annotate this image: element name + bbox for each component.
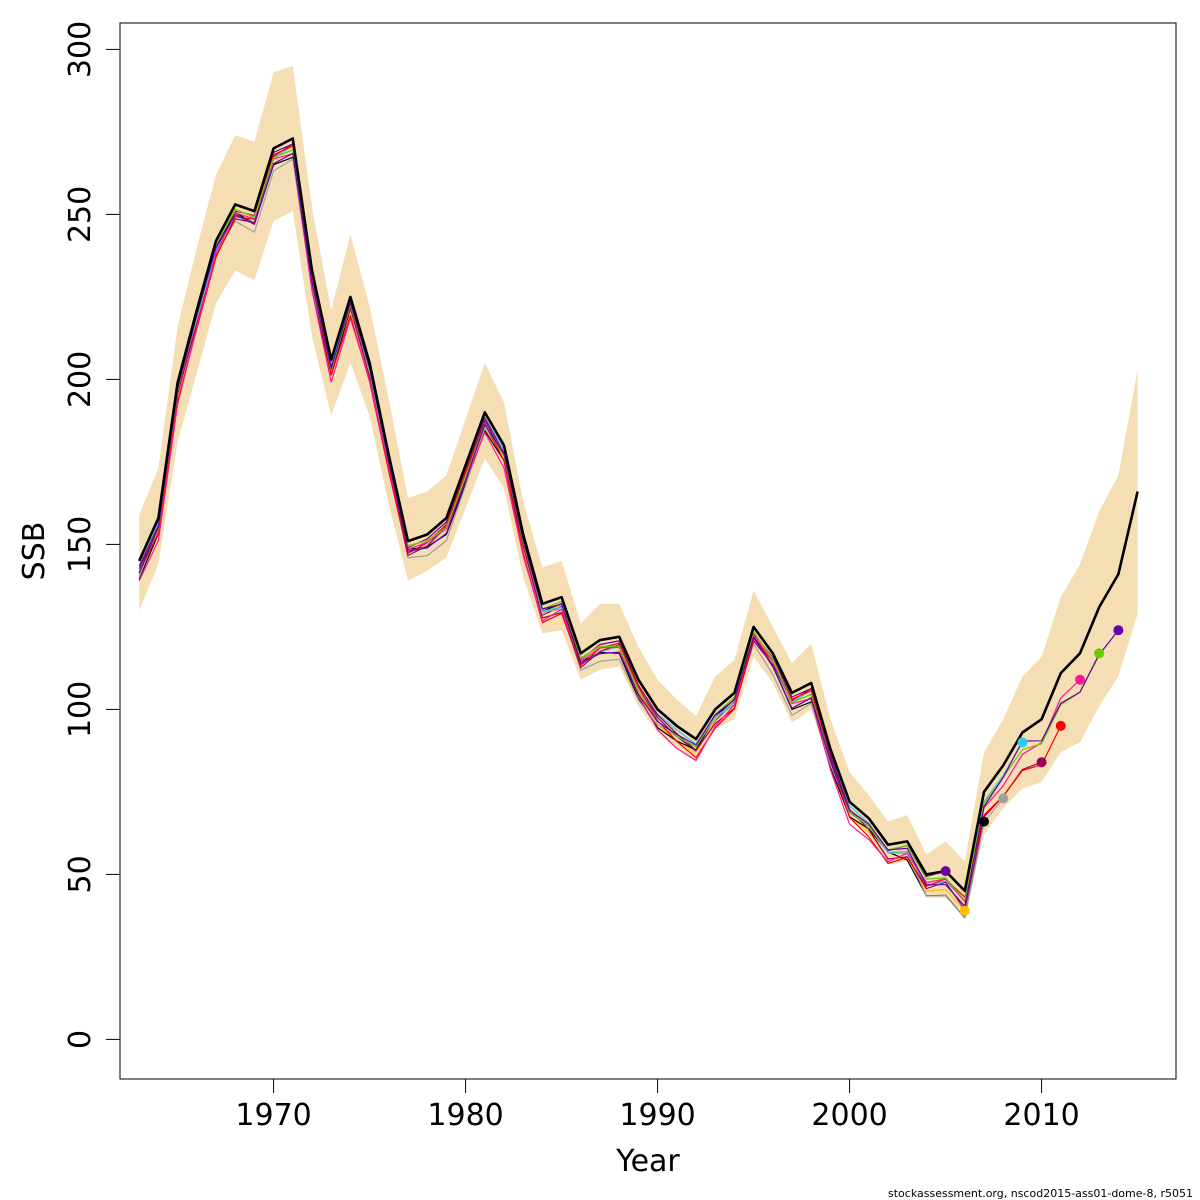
peel-line-2010 [138, 143, 1042, 911]
y-tick-label-150: 150 [63, 516, 98, 573]
y-tick-label-100: 100 [63, 681, 98, 738]
peel-endpoint-2010 [1036, 757, 1047, 768]
peel-endpoint-2007 [979, 816, 989, 827]
ssb-main-line [138, 137, 1139, 893]
retrospective-peels-layer [138, 143, 1119, 919]
peel-line-2011 [138, 145, 1062, 898]
x-tick-label-1990: 1990 [619, 1098, 695, 1133]
peel-endpoint-2008 [998, 793, 1009, 804]
peel-endpoint-2005 [940, 866, 951, 877]
y-tick-label-50: 50 [63, 855, 98, 893]
confidence-band-layer [139, 65, 1138, 914]
x-tick-label-1980: 1980 [427, 1098, 503, 1133]
peel-line-2012 [138, 153, 1081, 903]
peel-line-2006 [138, 149, 966, 912]
peel-line-2014 [138, 152, 1119, 907]
main-series-layer [138, 137, 1139, 893]
axes-layer: 1970 1980 1990 2000 2010 0 50 100 150 200 250 300 [63, 21, 1080, 1133]
peel-endpoints-layer [940, 625, 1124, 916]
y-tick-label-250: 250 [63, 186, 98, 243]
peel-endpoint-2011 [1055, 720, 1066, 731]
x-tick-label-2010: 2010 [1003, 1098, 1079, 1133]
y-tick-label-0: 0 [63, 1030, 98, 1049]
y-tick-label-200: 200 [63, 351, 98, 408]
x-tick-label-1970: 1970 [235, 1098, 311, 1133]
peel-endpoint-2009 [1017, 737, 1028, 748]
peel-line-2009 [138, 145, 1023, 902]
peel-line-2013 [138, 149, 1100, 902]
y-axis-title: SSB [17, 522, 52, 581]
peel-endpoint-2014 [1113, 625, 1124, 636]
peel-endpoint-2006 [959, 905, 970, 916]
confidence-band [139, 65, 1138, 914]
x-axis-title: Year [615, 1144, 680, 1179]
peel-endpoint-2013 [1094, 648, 1105, 659]
x-tick-label-2000: 2000 [811, 1098, 887, 1133]
y-tick-label-300: 300 [63, 21, 98, 78]
peel-endpoint-2012 [1075, 674, 1085, 685]
footer-credit: stockassessment.org, nscod2015-ass01-dom… [888, 1187, 1193, 1200]
